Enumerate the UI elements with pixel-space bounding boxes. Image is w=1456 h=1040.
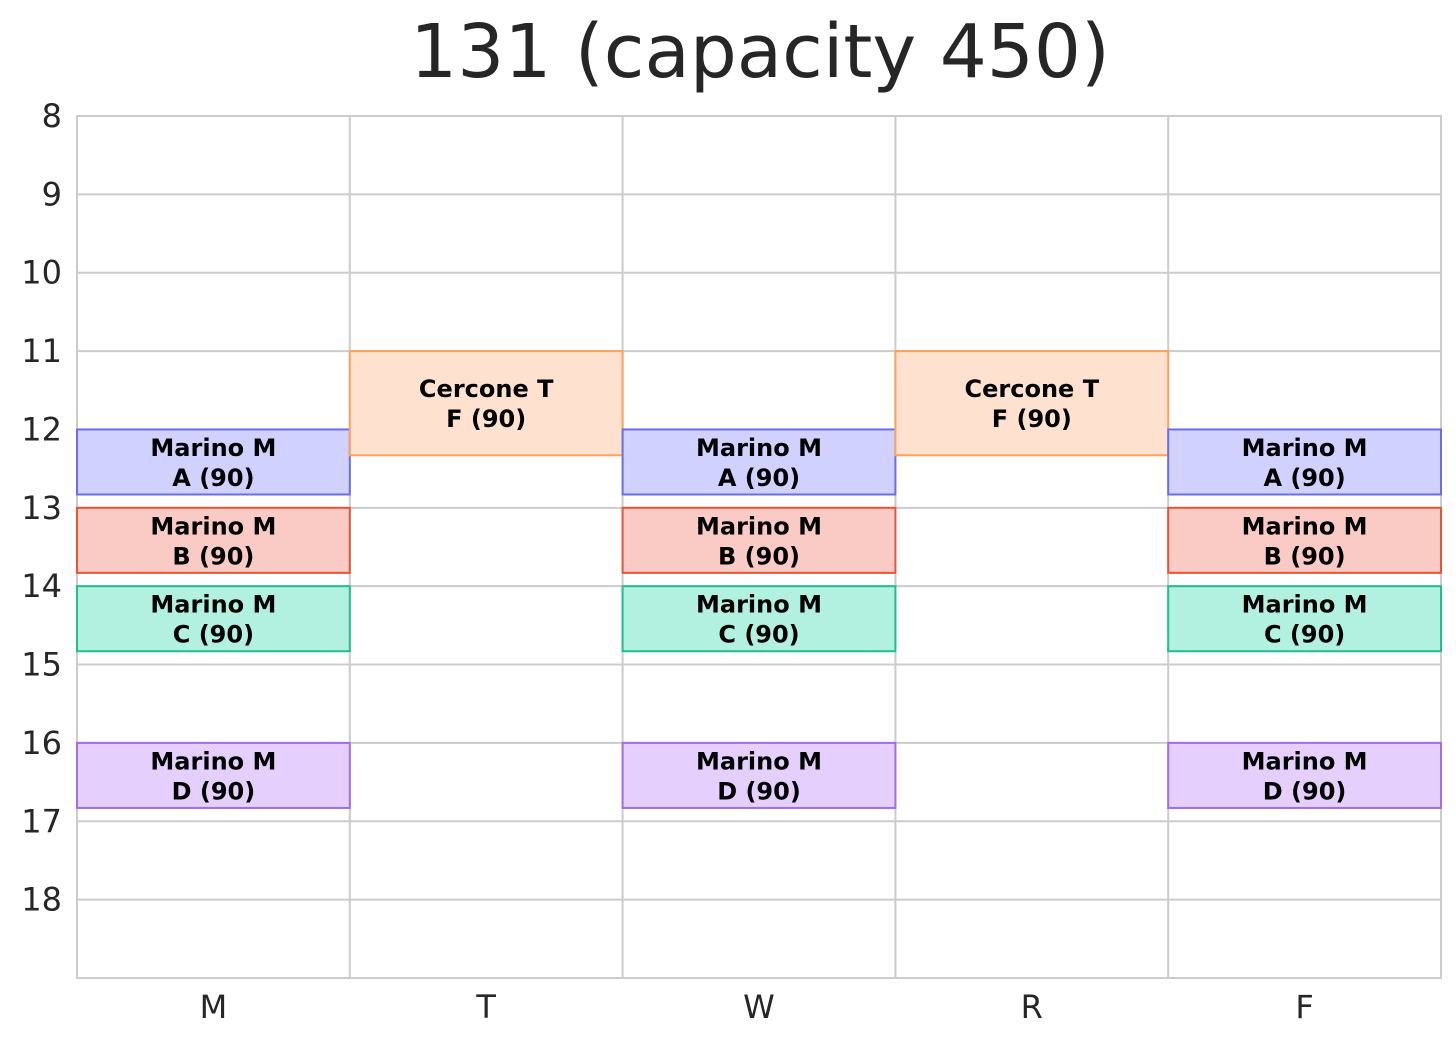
class-block-instructor: Marino M bbox=[150, 591, 276, 619]
x-tick-label-F: F bbox=[1295, 988, 1313, 1026]
class-block-rect bbox=[1167, 428, 1442, 496]
chart-title: 131 (capacity 450) bbox=[410, 9, 1110, 95]
class-block-rect bbox=[76, 741, 351, 809]
class-block-section: F (90) bbox=[992, 405, 1072, 433]
y-tick-label-17: 17 bbox=[21, 802, 62, 840]
class-block-F-10: Marino MA (90) bbox=[1167, 428, 1442, 496]
class-block-rect bbox=[621, 506, 897, 574]
class-block-section: A (90) bbox=[718, 464, 800, 492]
class-block-rect bbox=[76, 585, 351, 653]
class-block-F-13: Marino MD (90) bbox=[1167, 741, 1442, 809]
class-block-instructor: Marino M bbox=[150, 512, 276, 540]
class-block-section: A (90) bbox=[1263, 464, 1345, 492]
class-block-section: B (90) bbox=[172, 542, 254, 570]
class-block-instructor: Marino M bbox=[150, 434, 276, 462]
class-block-W-8: Marino MD (90) bbox=[621, 741, 897, 809]
y-tick-label-18: 18 bbox=[21, 881, 62, 919]
class-block-instructor: Marino M bbox=[1242, 747, 1368, 775]
class-block-T-4: Cercone TF (90) bbox=[348, 350, 624, 457]
x-tick-label-R: R bbox=[1021, 988, 1043, 1026]
class-block-instructor: Marino M bbox=[1242, 591, 1368, 619]
y-tick-label-10: 10 bbox=[21, 254, 62, 292]
class-block-M-1: Marino MB (90) bbox=[76, 506, 351, 574]
class-block-section: B (90) bbox=[1264, 542, 1346, 570]
class-block-section: C (90) bbox=[1264, 621, 1345, 649]
class-block-rect bbox=[894, 350, 1170, 457]
y-tick-label-11: 11 bbox=[21, 332, 62, 370]
class-block-instructor: Cercone T bbox=[965, 375, 1100, 403]
y-tick-label-16: 16 bbox=[21, 724, 62, 762]
class-block-W-5: Marino MA (90) bbox=[621, 428, 897, 496]
class-block-instructor: Marino M bbox=[1242, 434, 1368, 462]
y-tick-label-12: 12 bbox=[21, 410, 62, 448]
class-block-instructor: Marino M bbox=[696, 512, 822, 540]
class-block-section: D (90) bbox=[717, 777, 801, 805]
class-block-instructor: Marino M bbox=[1242, 512, 1368, 540]
class-block-instructor: Marino M bbox=[696, 434, 822, 462]
y-tick-label-9: 9 bbox=[42, 175, 62, 213]
class-block-section: C (90) bbox=[173, 621, 254, 649]
class-block-rect bbox=[621, 428, 897, 496]
class-block-rect bbox=[621, 585, 897, 653]
class-block-instructor: Marino M bbox=[696, 747, 822, 775]
class-block-R-9: Cercone TF (90) bbox=[894, 350, 1170, 457]
class-block-W-6: Marino MB (90) bbox=[621, 506, 897, 574]
class-block-rect bbox=[1167, 506, 1442, 574]
class-block-section: D (90) bbox=[1263, 777, 1347, 805]
class-block-rect bbox=[76, 428, 351, 496]
y-tick-label-8: 8 bbox=[42, 97, 62, 135]
class-block-rect bbox=[76, 506, 351, 574]
class-block-rect bbox=[348, 350, 624, 457]
class-block-rect bbox=[621, 741, 897, 809]
class-block-rect bbox=[1167, 585, 1442, 653]
x-tick-label-W: W bbox=[743, 988, 775, 1026]
class-block-instructor: Marino M bbox=[696, 591, 822, 619]
class-block-section: B (90) bbox=[718, 542, 800, 570]
class-block-section: D (90) bbox=[172, 777, 256, 805]
x-tick-label-M: M bbox=[200, 988, 228, 1026]
class-block-F-12: Marino MC (90) bbox=[1167, 585, 1442, 653]
class-block-section: C (90) bbox=[718, 621, 799, 649]
y-tick-label-14: 14 bbox=[21, 567, 62, 605]
class-block-M-0: Marino MA (90) bbox=[76, 428, 351, 496]
class-block-F-11: Marino MB (90) bbox=[1167, 506, 1442, 574]
class-block-W-7: Marino MC (90) bbox=[621, 585, 897, 653]
tick-layer: 8 9 10 11 12 13 14 15 16 17 18 M T W R F bbox=[21, 97, 1314, 1026]
class-block-rect bbox=[1167, 741, 1442, 809]
y-tick-label-13: 13 bbox=[21, 489, 62, 527]
class-block-section: A (90) bbox=[172, 464, 254, 492]
class-block-M-2: Marino MC (90) bbox=[76, 585, 351, 653]
class-block-instructor: Marino M bbox=[150, 747, 276, 775]
class-block-instructor: Cercone T bbox=[419, 375, 554, 403]
class-block-section: F (90) bbox=[446, 405, 526, 433]
y-tick-label-15: 15 bbox=[21, 646, 62, 684]
x-tick-label-T: T bbox=[475, 988, 496, 1026]
class-block-M-3: Marino MD (90) bbox=[76, 741, 351, 809]
block-layer: Marino MA (90)Marino MB (90)Marino MC (9… bbox=[76, 350, 1442, 809]
